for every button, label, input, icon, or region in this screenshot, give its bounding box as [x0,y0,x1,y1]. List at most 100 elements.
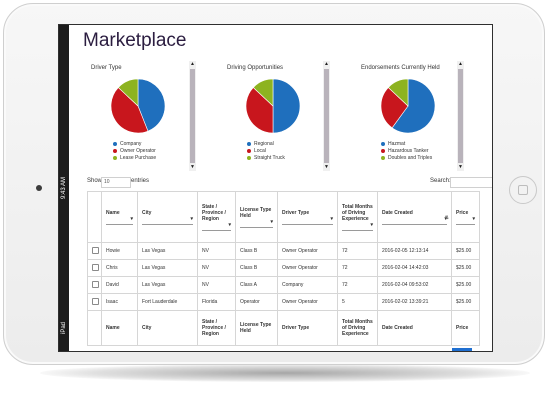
search-label: Search: [430,178,451,184]
dropdown-arrow-icon[interactable] [142,216,193,225]
column-header-label: Price [456,209,469,216]
legend-item: Hazmat [381,140,432,147]
legend-label: Hazmat [388,140,406,147]
legend-label: Doubles and Triples [388,154,433,161]
entries-per-page-select[interactable]: 10 [101,177,131,188]
footer-cell-price: Price [451,310,480,346]
scroll-thumb[interactable] [324,69,329,163]
dropdown-arrow-icon[interactable] [240,219,273,228]
row-checkbox-cell[interactable] [87,242,102,260]
column-header-driver-type[interactable]: Driver Type [277,191,338,243]
cell-name: Isaac [101,293,138,311]
scroll-thumb[interactable] [458,69,463,163]
triangle-up-icon[interactable]: ▲ [324,61,329,67]
legend-label: Owner Operator [120,147,156,154]
marketplace-app: Marketplace Driver Type Company Owner Op… [69,25,492,351]
footer-cell-license: License Type Held [235,310,278,346]
legend-item: Hazardous Tanker [381,147,432,154]
column-header-license[interactable]: License Type Held [235,191,278,243]
dropdown-arrow-icon[interactable] [106,216,133,225]
legend-swatch-icon [113,141,117,146]
row-checkbox-cell[interactable] [87,293,102,311]
pie-slice-lease-purchase [117,78,139,107]
triangle-down-icon[interactable]: ▼ [190,164,195,170]
chart-scrollbar[interactable]: ▲ ▼ [323,61,330,171]
chart-legend: Company Owner Operator Lease Purchase [113,140,156,161]
footer-cell-date-created: Date Created [377,310,452,346]
pie-slice-local [245,87,274,134]
triangle-up-icon[interactable]: ▲ [458,61,463,67]
entries-label: entries [131,178,150,184]
column-header-date-created[interactable]: Date Created ⇅ [377,191,452,243]
table-row[interactable]: David Las Vegas NV Class A Company 72 20… [87,276,480,294]
search-input[interactable] [450,177,492,188]
table-row[interactable]: Howie Las Vegas NV Class B Owner Operato… [87,242,480,260]
cell-license: Class B [235,242,278,260]
driving-opportunities-pie-chart [245,78,301,134]
pie-slice-hazardous-tanker [380,87,409,129]
dropdown-arrow-icon[interactable] [382,216,447,225]
driver-type-pie-chart [110,78,166,134]
cell-license: Class A [235,276,278,294]
row-checkbox-cell[interactable] [87,276,102,294]
legend-swatch-icon [381,148,385,153]
chart-title: Endorsements Currently Held [361,65,440,71]
legend-label: Lease Purchase [120,154,157,161]
table-footer-row: Name City State / Province / Region Lice… [87,310,480,346]
table-row[interactable]: Chris Las Vegas NV Class B Owner Operato… [87,259,480,277]
cell-date-created: 2016-02-05 12:13:14 [377,242,452,260]
column-header-city[interactable]: City [137,191,198,243]
pie-slice-company [137,78,166,132]
cell-name: Howie [101,242,138,260]
footer-cell-city: City [137,310,198,346]
legend-label: Straight Truck [254,154,285,161]
drivers-table-container: Name City State / Province / Region Lice… [87,191,487,346]
triangle-up-icon[interactable]: ▲ [190,61,195,67]
dropdown-arrow-icon[interactable] [342,222,373,231]
legend-swatch-icon [113,155,117,160]
cell-price: $25.00 [451,276,480,294]
dropdown-arrow-icon[interactable] [282,216,333,225]
row-checkbox[interactable] [92,263,99,271]
column-header-label: Name [106,209,120,216]
triangle-down-icon[interactable]: ▼ [458,164,463,170]
column-header-name[interactable]: Name [101,191,138,243]
cell-license: Class B [235,259,278,277]
table-row[interactable]: Isaac Fort Lauderdale Florida Operator O… [87,293,480,311]
cell-city: Las Vegas [137,259,198,277]
legend-label: Company [120,140,142,147]
triangle-down-icon[interactable]: ▼ [324,164,329,170]
legend-label: Local [254,147,266,154]
cell-date-created: 2016-02-04 09:53:02 [377,276,452,294]
scroll-thumb[interactable] [190,69,195,163]
chart-title: Driver Type [91,65,122,71]
chart-legend: Hazmat Hazardous Tanker Doubles and Trip… [381,140,432,161]
pagination-active-page[interactable] [452,348,472,351]
row-checkbox[interactable] [92,280,99,288]
chart-scrollbar[interactable]: ▲ ▼ [457,61,464,171]
column-header-experience[interactable]: Total Months of Driving Experience [337,191,378,243]
legend-item: Doubles and Triples [381,154,432,161]
device-shadow [40,364,530,382]
dropdown-arrow-icon[interactable] [202,222,231,231]
cell-driver-type: Owner Operator [277,242,338,260]
row-checkbox-cell[interactable] [87,259,102,277]
column-header-label: Total Months of Driving Experience [342,203,373,222]
dropdown-arrow-icon[interactable] [456,216,475,225]
row-checkbox[interactable] [92,246,99,254]
row-checkbox[interactable] [92,297,99,305]
show-label: Show [87,178,103,184]
pie-slice-doubles-and-triples [387,78,409,107]
legend-item: Company [113,140,156,147]
home-button[interactable] [509,176,537,204]
chart-title: Driving Opportunities [227,65,284,71]
cell-driver-type: Owner Operator [277,259,338,277]
table-header-row: Name City State / Province / Region Lice… [87,191,480,243]
column-header-price[interactable]: Price [451,191,480,243]
chart-panel-driving-opportunities: Driving Opportunities Regional Local Str… [217,61,337,171]
legend-swatch-icon [247,148,251,153]
chart-scrollbar[interactable]: ▲ ▼ [189,61,196,171]
cell-date-created: 2016-02-04 14:42:03 [377,259,452,277]
column-header-state[interactable]: State / Province / Region [197,191,236,243]
cell-driver-type: Company [277,276,338,294]
